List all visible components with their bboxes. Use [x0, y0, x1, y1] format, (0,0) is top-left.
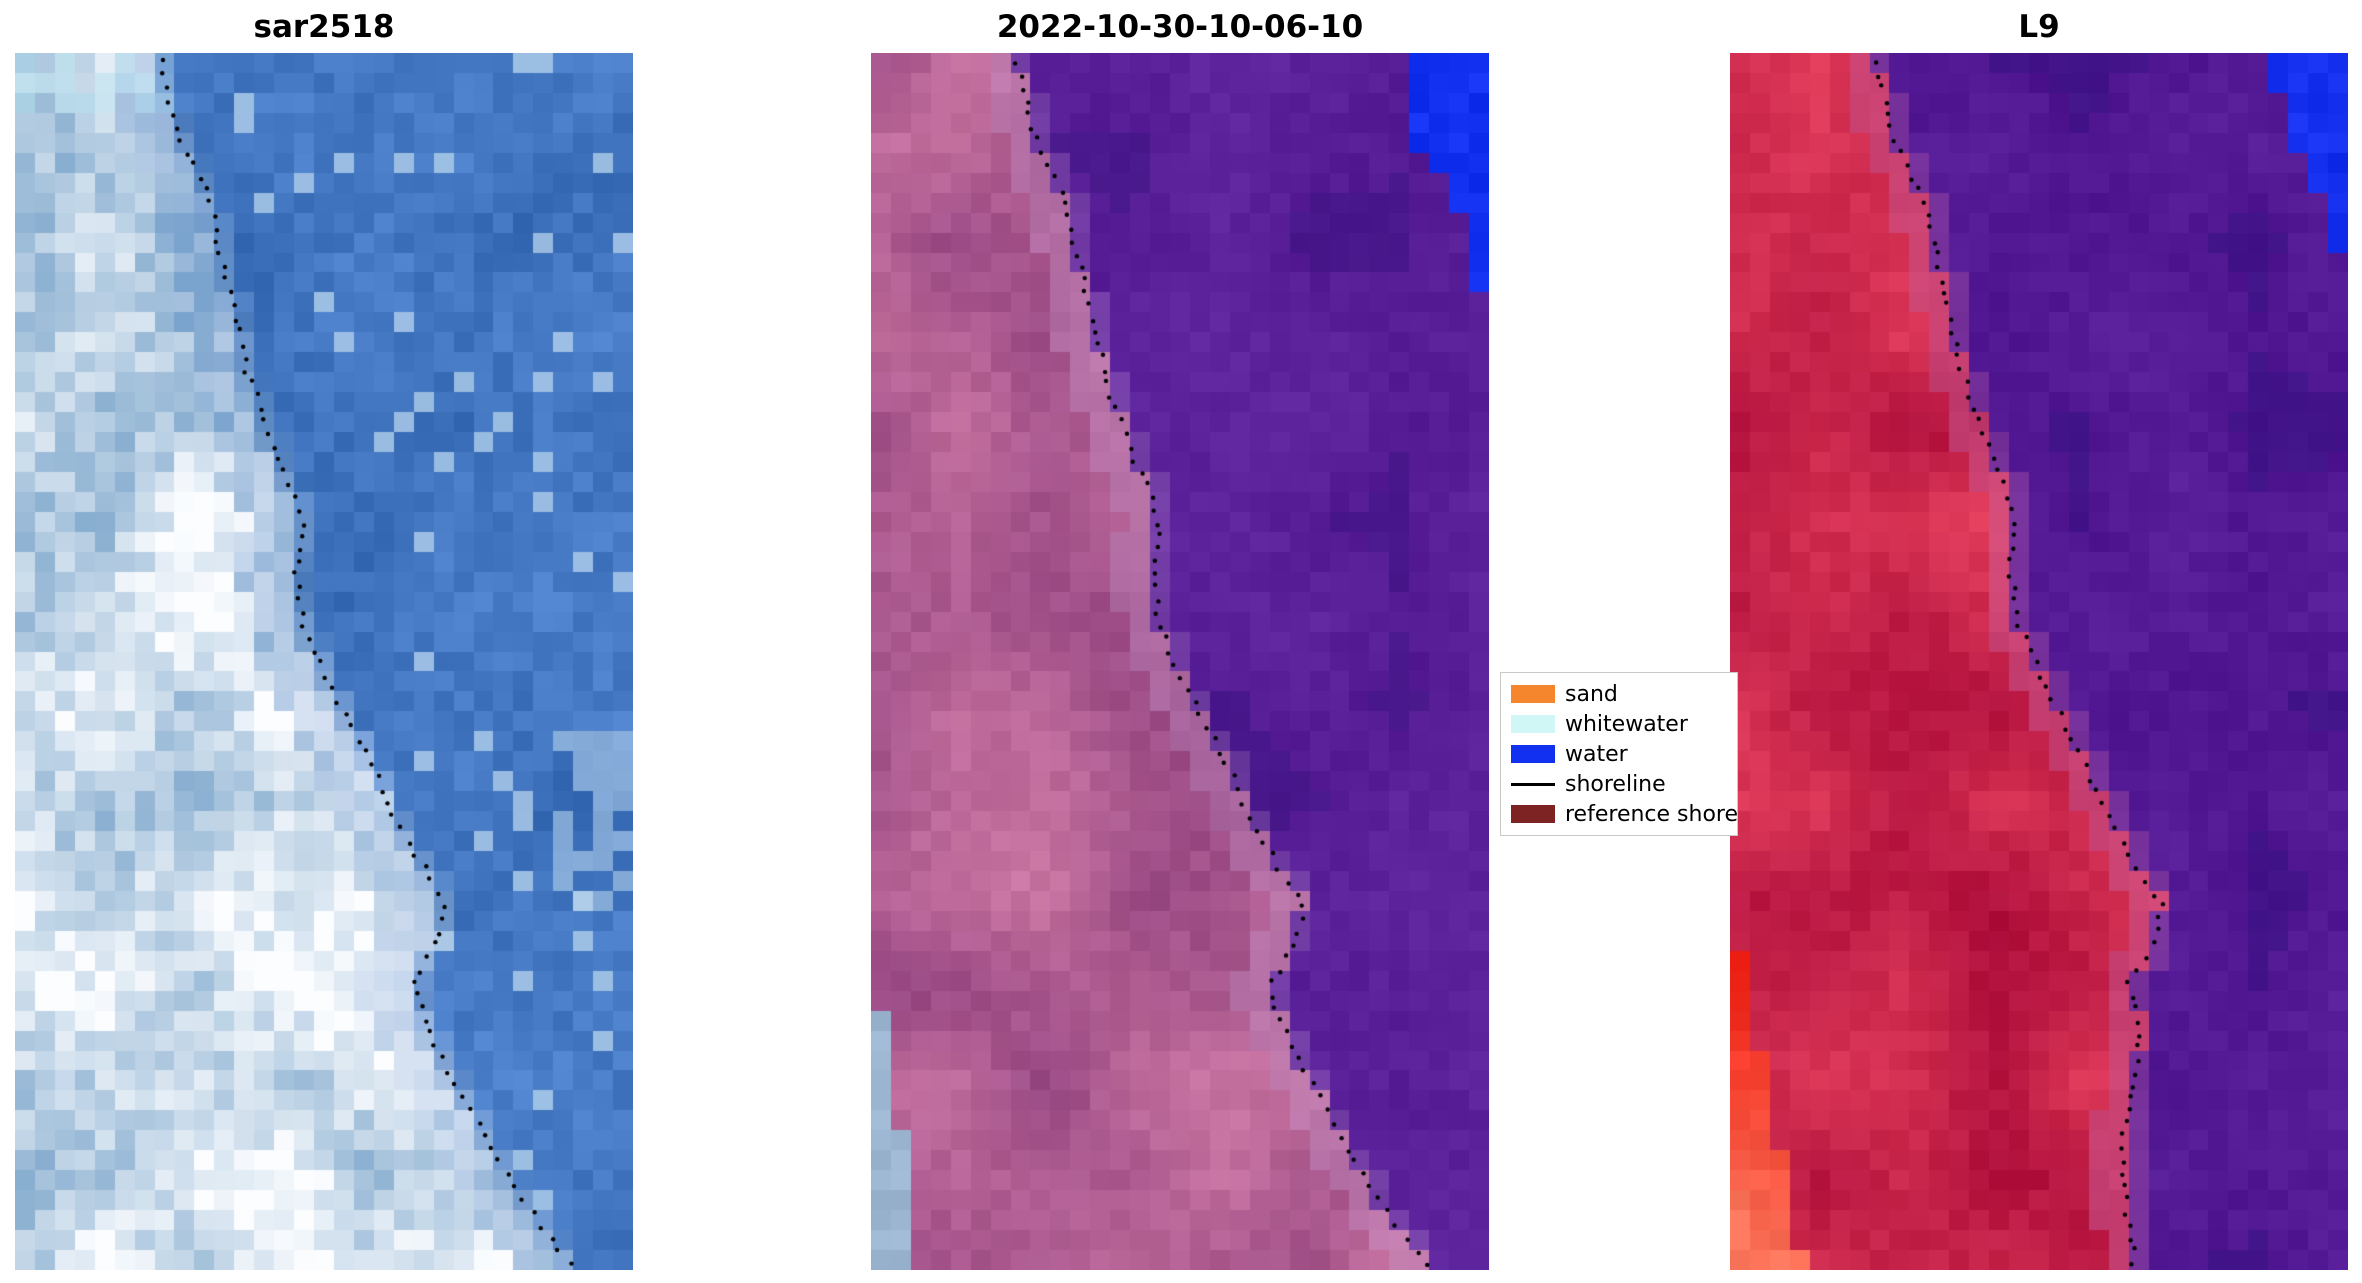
legend-label-whitewater: whitewater: [1565, 711, 1688, 737]
legend-item-sand: sand: [1511, 679, 1727, 709]
sar-image-canvas: [15, 53, 633, 1270]
legend: sand whitewater water shoreline referenc…: [1500, 672, 1738, 836]
legend-label-shoreline: shoreline: [1565, 771, 1666, 797]
reference-shore-swatch-icon: [1511, 805, 1555, 823]
panel-sar2518: sar2518: [15, 0, 633, 1270]
panel-title-l9: L9: [2018, 8, 2060, 45]
panel-classified: 2022-10-30-10-06-10: [871, 0, 1489, 1270]
legend-item-water: water: [1511, 739, 1727, 769]
whitewater-swatch-icon: [1511, 715, 1555, 733]
classified-image-canvas: [871, 53, 1489, 1270]
legend-item-shoreline: shoreline: [1511, 769, 1727, 799]
shoreline-line-icon: [1511, 782, 1555, 786]
panel-l9: L9: [1730, 0, 2348, 1270]
panel-title-sar2518: sar2518: [253, 8, 395, 45]
legend-item-reference-shore: reference shore: [1511, 799, 1738, 829]
legend-item-whitewater: whitewater: [1511, 709, 1727, 739]
sand-swatch-icon: [1511, 685, 1555, 703]
panel-title-classified: 2022-10-30-10-06-10: [996, 8, 1364, 45]
water-swatch-icon: [1511, 745, 1555, 763]
legend-label-reference-shore: reference shore: [1565, 801, 1739, 827]
legend-label-sand: sand: [1565, 681, 1618, 707]
l9-image-canvas: [1730, 53, 2348, 1270]
legend-label-water: water: [1565, 741, 1628, 767]
